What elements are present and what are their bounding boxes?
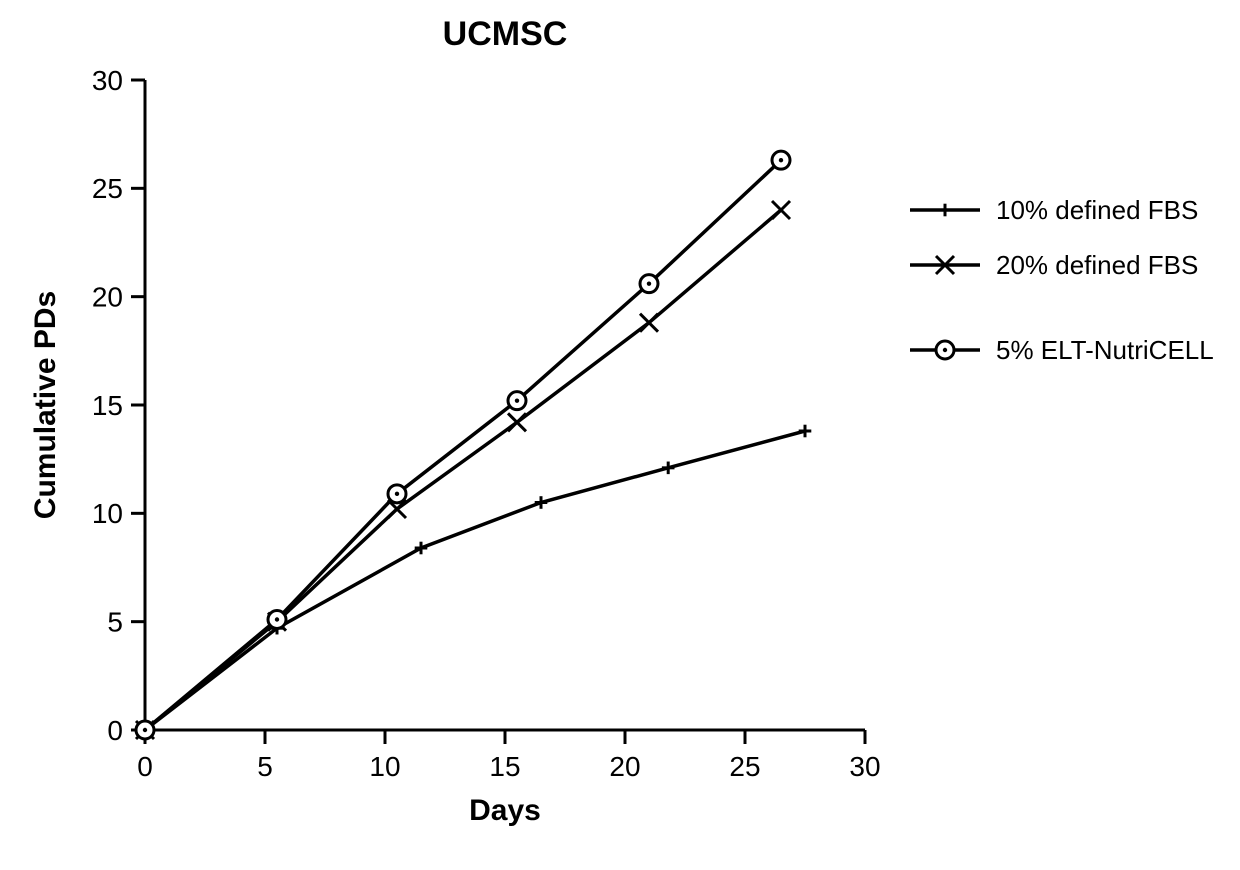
legend: 10% defined FBS 20% defined FBS 5% ELT-Nut… xyxy=(910,195,1214,365)
series-marker-s1 xyxy=(662,462,675,475)
legend-swatch-marker xyxy=(936,341,954,359)
y-tick-label: 5 xyxy=(107,606,123,637)
legend-item-s2: 20% defined FBS xyxy=(910,250,1198,280)
series-marker-s3 xyxy=(772,151,790,169)
series-marker-s2 xyxy=(772,201,790,219)
x-tick-label: 5 xyxy=(257,751,273,782)
y-tick-label: 30 xyxy=(92,65,123,96)
y-tick-label: 20 xyxy=(92,281,123,312)
legend-item-s1: 10% defined FBS xyxy=(910,195,1198,225)
legend-label: 20% defined FBS xyxy=(996,250,1198,280)
series-marker-s3 xyxy=(388,485,406,503)
series-line-s3 xyxy=(145,160,781,730)
x-tick-label: 10 xyxy=(369,751,400,782)
y-tick-label: 0 xyxy=(107,715,123,746)
series-s2 xyxy=(136,201,790,739)
legend-swatch-marker xyxy=(939,204,952,217)
ucmsc-line-chart: UCMSC 0 5 10 15 20 25 30 0 5 10 15 20 25 30 Days Cumulat… xyxy=(0,0,1240,870)
x-tick-label: 0 xyxy=(137,751,153,782)
series-s3 xyxy=(136,151,790,739)
x-axis-title: Days xyxy=(469,794,541,827)
chart-title: UCMSC xyxy=(443,15,568,53)
legend-item-s3: 5% ELT-NutriCELL xyxy=(910,335,1214,365)
x-tick-label: 30 xyxy=(849,751,880,782)
y-tick-label: 10 xyxy=(92,498,123,529)
series-marker-s3 xyxy=(268,611,286,629)
y-tick-label: 15 xyxy=(92,390,123,421)
x-tick-label: 15 xyxy=(489,751,520,782)
x-tick-label: 20 xyxy=(609,751,640,782)
series-s1 xyxy=(139,425,812,737)
series-marker-s3 xyxy=(640,275,658,293)
series-marker-s1 xyxy=(799,425,812,438)
series-line-s1 xyxy=(145,431,805,730)
legend-label: 10% defined FBS xyxy=(996,195,1198,225)
legend-label: 5% ELT-NutriCELL xyxy=(996,335,1214,365)
series-marker-s3 xyxy=(508,392,526,410)
y-tick-label: 25 xyxy=(92,173,123,204)
series-marker-s1 xyxy=(535,496,548,509)
x-tick-label: 25 xyxy=(729,751,760,782)
y-axis-title: Cumulative PDs xyxy=(29,291,62,519)
series-marker-s2 xyxy=(508,413,526,431)
series-marker-s3 xyxy=(136,721,154,739)
series-marker-s2 xyxy=(640,314,658,332)
